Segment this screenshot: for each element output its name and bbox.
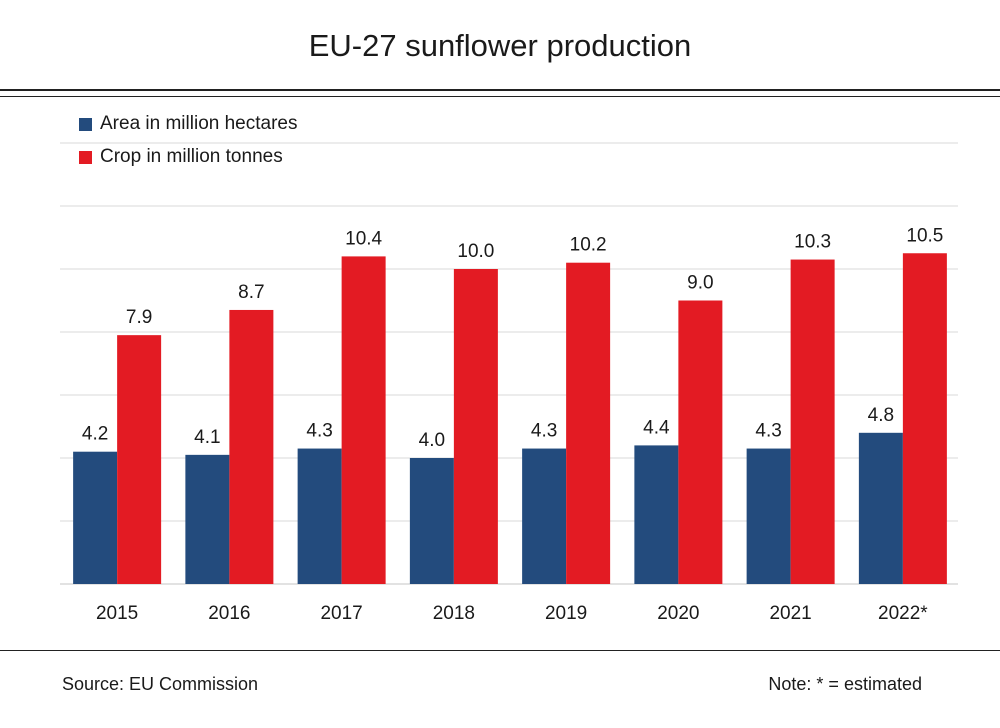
bar-area — [634, 445, 679, 584]
bar-crop — [117, 335, 162, 584]
data-label-area: 4.4 — [643, 417, 670, 438]
data-label-area: 4.3 — [306, 421, 332, 442]
legend-label-area: Area in million hectares — [100, 113, 298, 134]
x-tick-label: 2015 — [96, 603, 138, 624]
data-label-area: 4.3 — [755, 421, 781, 442]
data-label-area: 4.8 — [868, 405, 894, 426]
legend-swatch-crop — [79, 150, 92, 164]
data-label-area: 4.1 — [194, 427, 220, 448]
data-label-crop: 9.0 — [687, 273, 713, 294]
legend-swatch-area — [79, 117, 92, 131]
bar-crop — [566, 262, 611, 584]
legend-label-crop: Crop in million tonnes — [100, 146, 283, 167]
bar-crop — [790, 259, 835, 584]
x-tick-label: 2016 — [208, 603, 250, 624]
top-rule — [0, 89, 1000, 91]
source-note: Source: EU Commission — [62, 674, 259, 694]
bar-crop — [453, 269, 498, 584]
data-label-crop: 10.0 — [457, 241, 494, 262]
bar-area — [297, 448, 342, 584]
data-label-area: 4.3 — [531, 421, 557, 442]
bar-area — [858, 432, 903, 584]
top-rule-secondary — [0, 96, 1000, 97]
data-label-area: 4.0 — [419, 430, 445, 451]
bottom-rule — [0, 650, 1000, 651]
legend-item-crop: Crop in million tonnes — [79, 146, 283, 168]
bar-crop — [902, 253, 947, 584]
x-tick-label: 2020 — [657, 603, 699, 624]
data-label-crop: 8.7 — [238, 282, 264, 303]
data-label-crop: 10.4 — [345, 228, 382, 249]
x-tick-label: 2021 — [769, 603, 811, 624]
data-label-area: 4.2 — [82, 424, 108, 445]
data-label-crop: 10.2 — [570, 235, 607, 256]
estimate-note: Note: * = estimated — [768, 674, 922, 694]
bar-area — [746, 448, 791, 584]
bar-area — [185, 454, 230, 584]
x-tick-label: 2018 — [433, 603, 475, 624]
data-label-crop: 10.5 — [906, 225, 943, 246]
bar-crop — [229, 309, 274, 584]
legend-item-area: Area in million hectares — [79, 113, 297, 135]
bar-area — [73, 451, 118, 584]
bar-crop — [341, 256, 386, 584]
x-tick-label: 2017 — [320, 603, 362, 624]
data-label-crop: 7.9 — [126, 307, 152, 328]
chart-title: EU-27 sunflower production — [308, 28, 692, 63]
bar-area — [522, 448, 567, 584]
x-tick-label: 2019 — [545, 603, 587, 624]
x-tick-label: 2022* — [878, 603, 928, 624]
data-label-crop: 10.3 — [794, 232, 831, 253]
bar-area — [409, 458, 454, 584]
bar-crop — [678, 300, 723, 584]
